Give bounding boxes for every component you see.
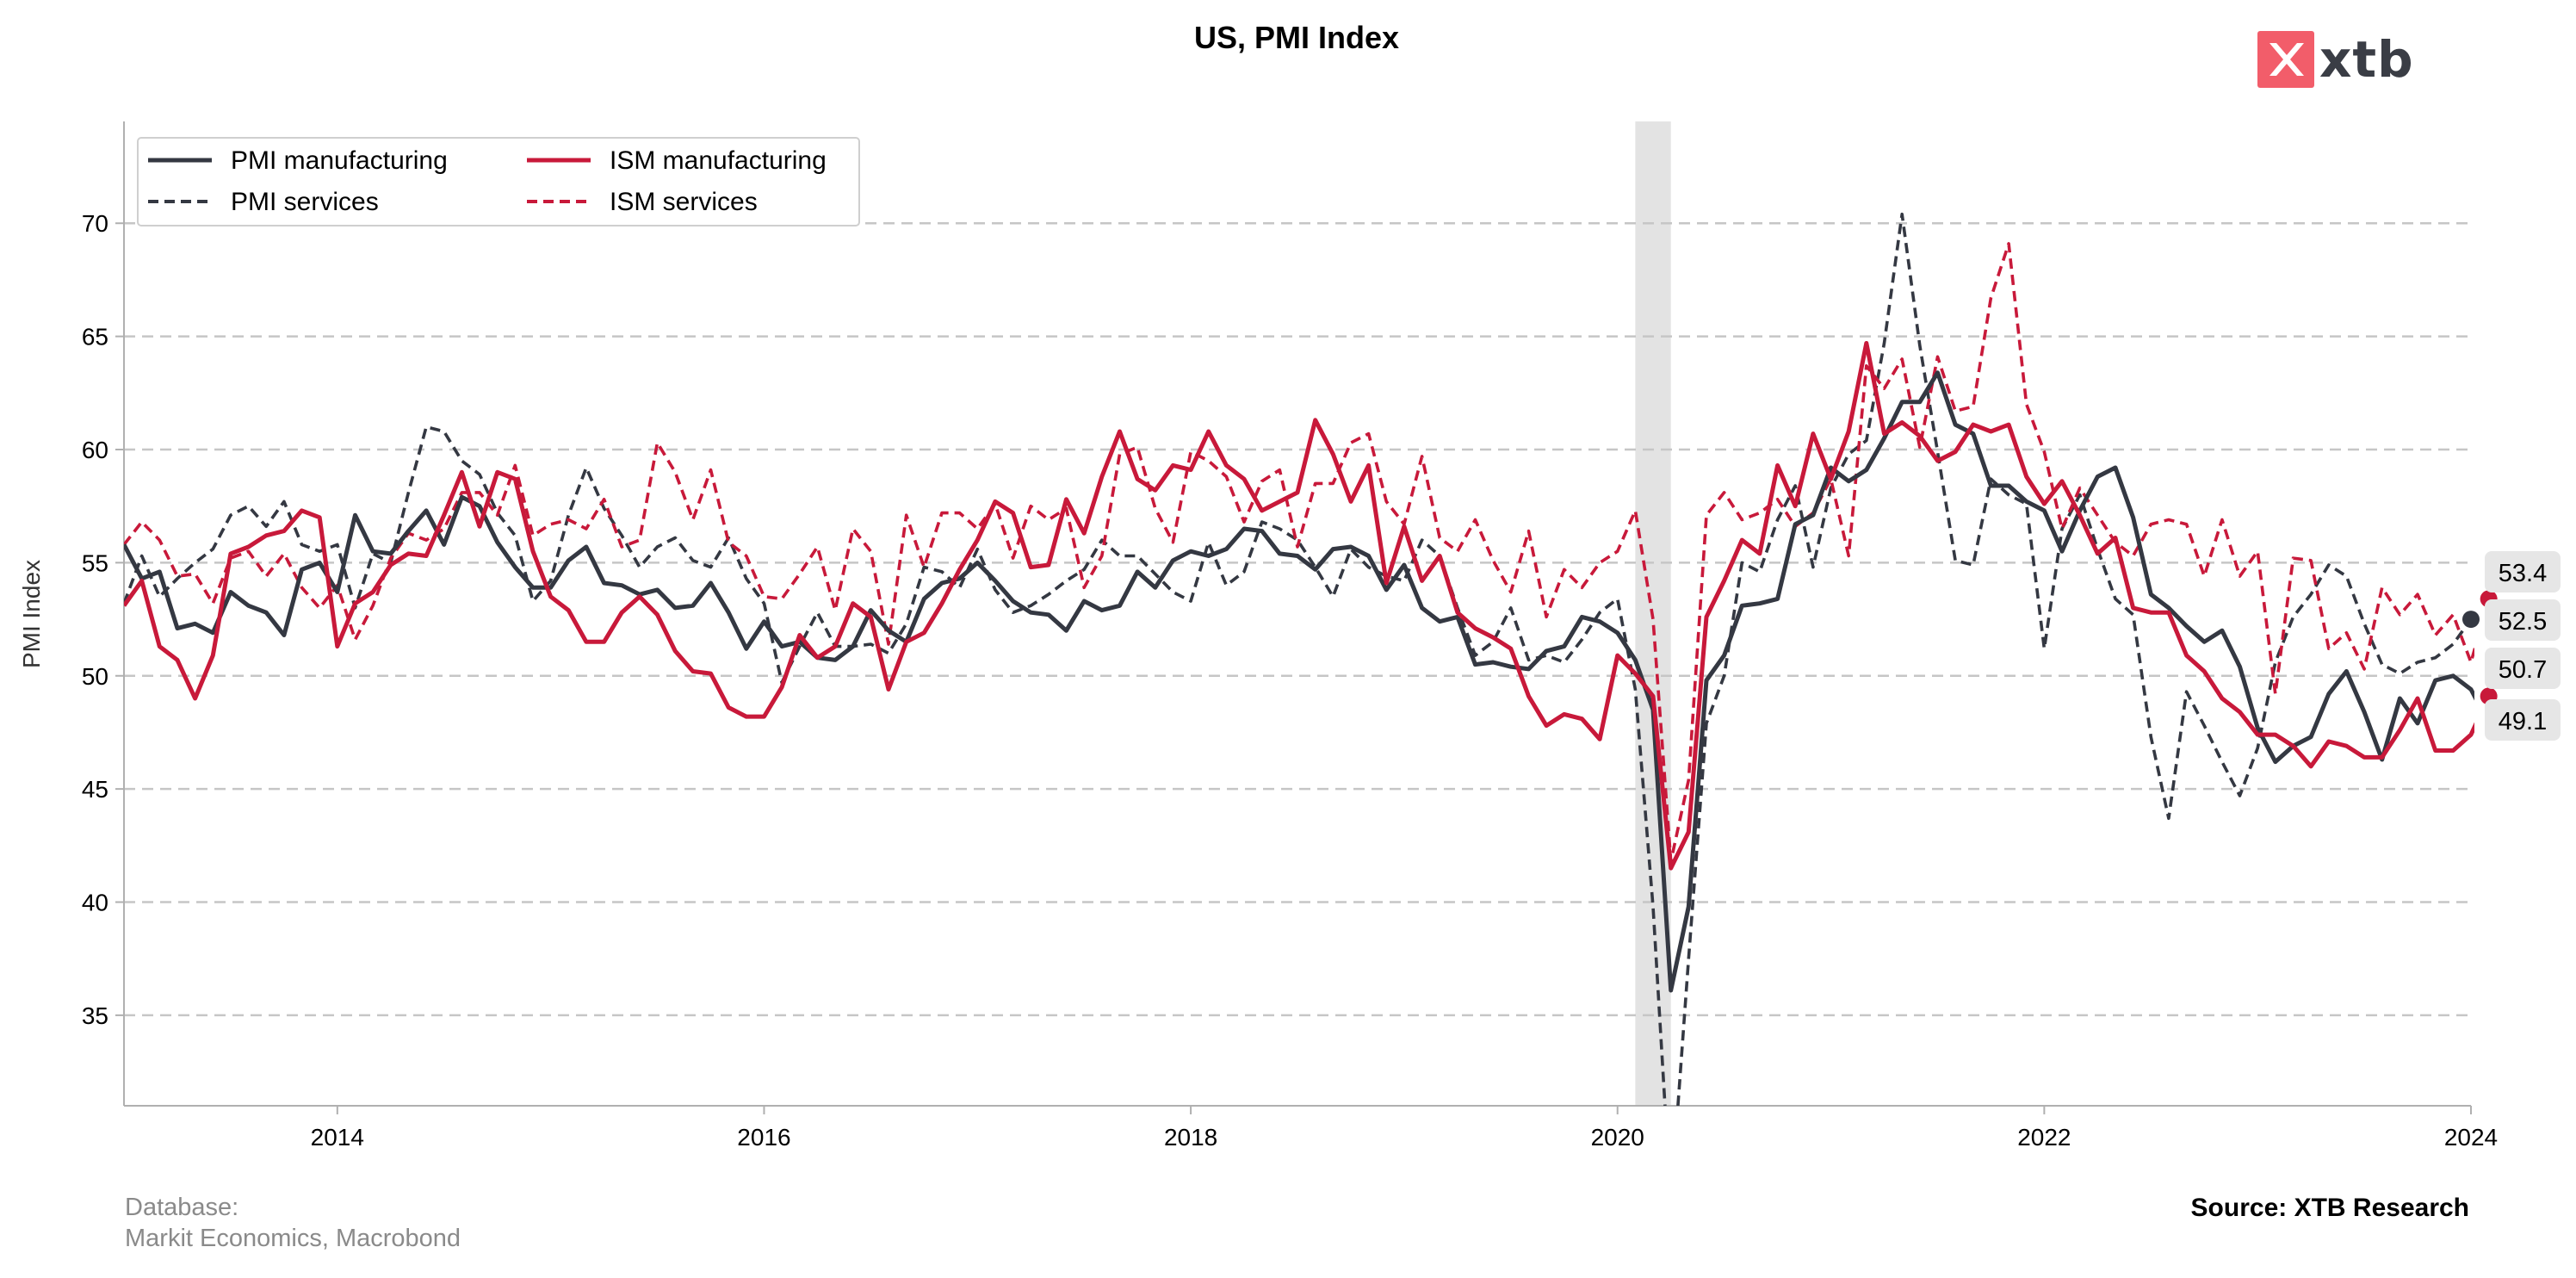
end-value-text: 49.1 <box>2499 708 2547 735</box>
series-layer <box>124 212 2474 1106</box>
series-line-ism-manufacturing <box>124 341 2474 871</box>
y-tick-label: 35 <box>82 1002 108 1029</box>
series-line-pmi-services <box>124 212 2473 1106</box>
x-tick-label: 2018 <box>1164 1124 1217 1151</box>
chart-title: US, PMI Index <box>1194 20 1399 55</box>
x-tick-label: 2022 <box>2017 1124 2071 1151</box>
end-value-label: 52.5 <box>2485 599 2561 641</box>
end-value-text: 50.7 <box>2499 656 2547 684</box>
end-value-label: 49.1 <box>2485 699 2561 741</box>
xtb-logo-text: xtb <box>2319 30 2414 89</box>
xtb-logo: xtb <box>2257 31 2414 88</box>
x-tick-label: 2020 <box>1591 1124 1644 1151</box>
y-tick-label: 55 <box>82 549 108 576</box>
end-value-label: 53.4 <box>2485 551 2561 592</box>
end-value-box <box>2485 699 2561 741</box>
legend-label-pmi-services: PMI services <box>231 188 379 216</box>
x-tick-label: 2014 <box>311 1124 364 1151</box>
y-tick-label: 65 <box>82 324 108 351</box>
axes-layer <box>123 121 2471 1107</box>
source-note: Source: XTB Research <box>2190 1194 2469 1222</box>
database-note: Database: Markit Economics, Macrobond <box>125 1192 461 1254</box>
legend-label-pmi-manufacturing: PMI manufacturing <box>231 146 448 175</box>
legend-frame <box>137 137 860 226</box>
legend-label-ism-manufacturing: ISM manufacturing <box>610 146 827 175</box>
gridline-layer <box>124 221 2471 1017</box>
y-tick-label: 50 <box>82 663 108 690</box>
y-tick-label: 60 <box>82 437 108 463</box>
y-tick-label: 45 <box>82 776 108 803</box>
end-value-text: 52.5 <box>2499 608 2547 636</box>
database-label: Database: <box>125 1194 239 1221</box>
end-marker-pmi-services <box>2462 611 2480 629</box>
end-value-box <box>2485 551 2561 592</box>
end-value-box <box>2485 599 2561 641</box>
x-tick-label: 2016 <box>737 1124 790 1151</box>
tick-label-layer: 35 40 45 50 55 60 65 70 2014 2016 2018 2020 2022 2024 <box>82 210 2498 1151</box>
y-tick-label: 40 <box>82 890 108 916</box>
database-sources: Markit Economics, Macrobond <box>125 1225 461 1252</box>
end-value-text: 53.4 <box>2499 560 2547 587</box>
y-axis-title: PMI Index <box>18 560 45 668</box>
xtb-logo-mark-icon <box>2257 31 2314 88</box>
end-value-label: 50.7 <box>2485 648 2561 689</box>
y-tick-label: 70 <box>82 210 108 237</box>
end-label-layer: 53.4 52.5 50.7 49.1 <box>2462 551 2561 741</box>
x-tick-label: 2024 <box>2444 1124 2498 1151</box>
series-line-pmi-manufacturing <box>124 370 2474 993</box>
legend: PMI manufacturing PMI services ISM manuf… <box>137 137 860 226</box>
end-value-box <box>2485 648 2561 689</box>
series-line-ism-services <box>124 242 2474 864</box>
legend-label-ism-services: ISM services <box>610 188 758 216</box>
